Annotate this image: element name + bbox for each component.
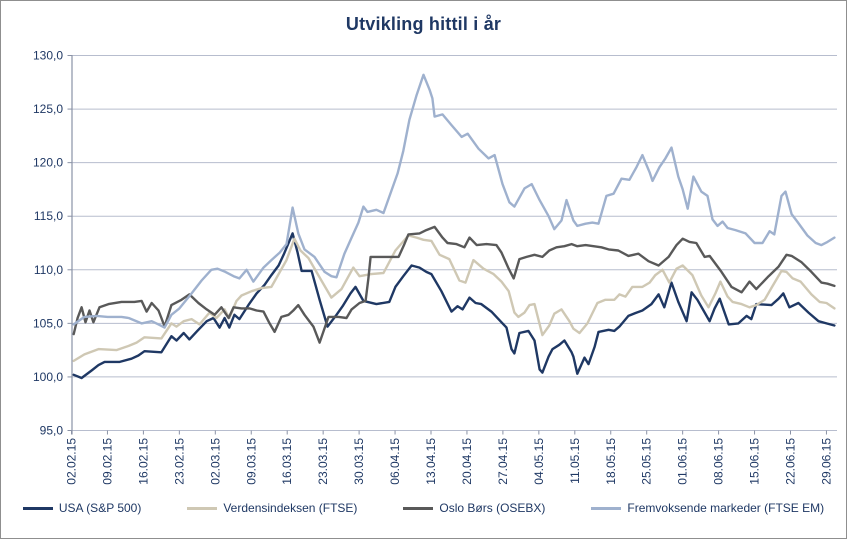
y-tick-label: 110,0 xyxy=(34,263,63,277)
x-tick-label: 04.05.15 xyxy=(532,438,546,485)
x-tick-label: 27.04.15 xyxy=(496,438,510,485)
x-tick-label: 08.06.15 xyxy=(712,438,726,485)
x-tick-label: 25.05.15 xyxy=(640,438,654,485)
legend-line-swatch xyxy=(403,506,434,510)
x-tick-label: 02.03.15 xyxy=(208,438,222,485)
chart-legend: USA (S&P 500) Verdensindeksen (FTSE) Oslo … xyxy=(1,501,846,515)
legend-label: USA (S&P 500) xyxy=(58,501,142,515)
legend-item-2: Verdensindeksen (FTSE) xyxy=(187,501,357,515)
legend-label: Verdensindeksen (FTSE) xyxy=(223,501,358,515)
legend-label: Oslo Børs (OSEBX) xyxy=(439,501,546,515)
x-tick-label: 16.03.15 xyxy=(280,438,294,485)
x-tick-label: 13.04.15 xyxy=(424,438,438,485)
legend-item-1: USA (S&P 500) xyxy=(22,501,142,515)
x-tick-label: 16.02.15 xyxy=(136,438,150,485)
legend-line-swatch xyxy=(22,506,53,510)
legend-label: Fremvoksende markeder (FTSE EM) xyxy=(627,501,825,515)
y-tick-label: 100,0 xyxy=(33,370,63,384)
x-tick-label: 01.06.15 xyxy=(676,438,690,485)
x-tick-label: 23.02.15 xyxy=(172,438,186,485)
legend-line-swatch xyxy=(591,506,622,510)
legend-item-4: Fremvoksende markeder (FTSE EM) xyxy=(591,501,824,515)
x-tick-label: 02.02.15 xyxy=(65,438,79,485)
x-tick-label: 15.06.15 xyxy=(748,438,762,485)
x-tick-label: 11.05.15 xyxy=(568,438,582,484)
series-line-3 xyxy=(72,225,836,344)
series-line-1 xyxy=(72,232,836,380)
x-tick-label: 20.04.15 xyxy=(460,438,474,485)
y-tick-label: 95,0 xyxy=(40,424,64,438)
series-line-4 xyxy=(72,73,836,329)
x-tick-label: 30.03.15 xyxy=(352,438,366,485)
y-tick-label: 105,0 xyxy=(33,316,63,330)
chart-title: Utvikling hittil i år xyxy=(345,14,502,34)
y-tick-label: 115,0 xyxy=(34,209,63,223)
legend-line-swatch xyxy=(187,506,218,510)
x-tick-label: 06.04.15 xyxy=(388,438,402,485)
x-tick-label: 09.02.15 xyxy=(100,438,114,485)
y-tick-label: 125,0 xyxy=(33,102,63,116)
y-tick-label: 120,0 xyxy=(33,156,63,170)
legend-item-3: Oslo Børs (OSEBX) xyxy=(403,501,545,515)
x-tick-label: 23.03.15 xyxy=(316,438,330,485)
x-tick-label: 29.06.15 xyxy=(819,438,833,485)
x-tick-label: 09.03.15 xyxy=(244,438,258,485)
y-tick-label: 130,0 xyxy=(33,49,63,63)
x-tick-label: 18.05.15 xyxy=(604,438,618,485)
x-tick-label: 22.06.15 xyxy=(784,438,798,485)
